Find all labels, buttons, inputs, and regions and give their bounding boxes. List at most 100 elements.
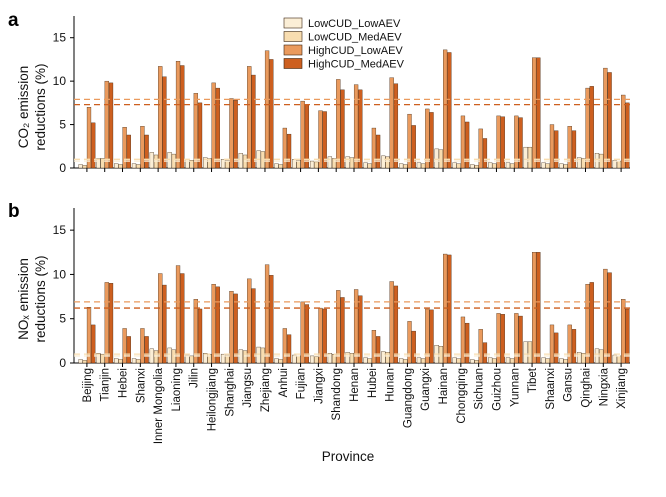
bar-HighCUD_MedAEV [607, 272, 612, 364]
bar-LowCUD_LowAEV [612, 160, 617, 169]
bar-HighCUD_LowAEV [175, 265, 181, 364]
bar-LowCUD_MedAEV [278, 359, 283, 364]
bar-HighCUD_LowAEV [300, 100, 305, 169]
bar-HighCUD_LowAEV [193, 299, 198, 364]
bar-LowCUD_LowAEV [363, 162, 368, 169]
bar-LowCUD_MedAEV [331, 158, 337, 169]
panel-a-ylabel: CO₂ emission reductions (%) [16, 63, 48, 150]
panel-a-legend: LowCUD_LowAEV LowCUD_MedAEVHighCUD_LowAEV… [283, 17, 405, 71]
bar-LowCUD_MedAEV [278, 164, 283, 169]
bar-HighCUD_LowAEV [353, 84, 359, 169]
bar-HighCUD_MedAEV [91, 122, 96, 169]
panel-b-letter: b [8, 201, 20, 222]
category-label: Henan [349, 368, 361, 402]
bar-LowCUD_LowAEV [416, 357, 422, 364]
bar-LowCUD_LowAEV [96, 158, 101, 169]
bar-HighCUD_MedAEV [144, 134, 149, 169]
legend-swatch [283, 31, 303, 42]
bar-HighCUD_LowAEV [175, 60, 181, 169]
category-label: Hebei [118, 368, 130, 398]
legend-label: HighCUD_LowAEV [308, 45, 403, 57]
bar-LowCUD_MedAEV [385, 156, 390, 169]
bar-LowCUD_LowAEV [505, 162, 511, 169]
category-label: Gansu [563, 368, 575, 402]
bar-HighCUD_MedAEV [375, 336, 381, 364]
bar-HighCUD_MedAEV [625, 102, 630, 169]
bar-HighCUD_MedAEV [108, 82, 114, 169]
category-label: Shanxi [135, 368, 147, 403]
bar-HighCUD_MedAEV [465, 322, 470, 364]
bar-LowCUD_LowAEV [292, 354, 297, 364]
bar-LowCUD_LowAEV [309, 160, 315, 169]
bar-HighCUD_MedAEV [197, 102, 203, 169]
bar-HighCUD_LowAEV [371, 330, 377, 364]
category-label: Yunnan [509, 368, 521, 407]
bar-LowCUD_LowAEV [381, 155, 386, 169]
bar-LowCUD_LowAEV [541, 357, 546, 364]
category-label: Hunan [385, 368, 397, 402]
bar-LowCUD_LowAEV [131, 163, 137, 169]
bar-LowCUD_LowAEV [309, 355, 315, 364]
bar-LowCUD_MedAEV [367, 358, 372, 364]
bar-HighCUD_LowAEV [158, 273, 163, 364]
bar-HighCUD_LowAEV [86, 107, 92, 169]
bar-HighCUD_MedAEV [500, 314, 505, 364]
bar-LowCUD_MedAEV [136, 359, 141, 364]
bar-HighCUD_LowAEV [264, 50, 270, 169]
bar-LowCUD_LowAEV [220, 159, 226, 169]
panel-b: b NOₓ emission reductions (%) 0 5 10 15 [8, 201, 630, 370]
category-labels: Beijing Tianjin Hebei Shanxi Inner Mongolia L… [82, 367, 628, 444]
bar-HighCUD_LowAEV [549, 124, 555, 169]
y-tick-label: 0 [59, 161, 66, 175]
bar-HighCUD_MedAEV [358, 295, 363, 364]
category-label: Beijing [82, 368, 94, 403]
legend-label: LowCUD_MedAEV [308, 32, 402, 44]
category-label: Jilin [189, 368, 201, 388]
panel-a: a CO₂ emission reductions (%) 0 5 10 15 Low… [8, 10, 630, 175]
category-label: Tianjin [100, 368, 112, 401]
legend-swatch [283, 58, 303, 69]
bar-LowCUD_MedAEV [296, 160, 301, 169]
bar-HighCUD_LowAEV [104, 80, 109, 169]
bar-LowCUD_LowAEV [203, 157, 208, 169]
bar-HighCUD_MedAEV [554, 130, 559, 169]
bar-HighCUD_MedAEV [482, 342, 488, 364]
bar-HighCUD_LowAEV [211, 82, 216, 169]
bar-LowCUD_MedAEV [456, 358, 461, 364]
panel-b-ylabel: NOₓ emission reductions (%) [16, 255, 48, 342]
bar-HighCUD_MedAEV [571, 329, 577, 364]
bar-HighCUD_LowAEV [229, 291, 234, 364]
bar-HighCUD_MedAEV [269, 275, 274, 364]
bar-HighCUD_LowAEV [425, 108, 430, 169]
bar-LowCUD_LowAEV [488, 162, 493, 169]
bar-HighCUD_LowAEV [282, 328, 287, 364]
bar-LowCUD_MedAEV [492, 163, 497, 169]
bar-HighCUD_MedAEV [251, 74, 256, 169]
bar-LowCUD_MedAEV [296, 355, 301, 364]
bar-LowCUD_MedAEV [349, 353, 355, 364]
category-label: Qinghai [581, 368, 593, 408]
bar-LowCUD_LowAEV [452, 162, 457, 169]
bar-LowCUD_MedAEV [403, 359, 408, 364]
bar-HighCUD_MedAEV [180, 273, 185, 364]
bar-LowCUD_MedAEV [545, 358, 550, 364]
category-label: Hainan [438, 368, 450, 404]
bar-LowCUD_LowAEV [434, 148, 439, 169]
bar-HighCUD_MedAEV [340, 297, 345, 364]
bar-LowCUD_LowAEV [167, 152, 172, 169]
bar-LowCUD_MedAEV [545, 163, 550, 169]
y-tick-label: 15 [53, 31, 67, 45]
bar-LowCUD_LowAEV [327, 156, 333, 169]
bar-HighCUD_LowAEV [318, 307, 323, 364]
bar-LowCUD_LowAEV [381, 351, 386, 364]
panel-a-plot: 0 5 10 15 [53, 16, 630, 175]
bar-HighCUD_MedAEV [554, 332, 559, 364]
bar-HighCUD_MedAEV [108, 283, 114, 364]
bar-LowCUD_MedAEV [510, 358, 515, 364]
bar-HighCUD_LowAEV [621, 94, 626, 169]
bar-LowCUD_LowAEV [398, 163, 404, 169]
bar-LowCUD_LowAEV [452, 357, 457, 364]
bar-HighCUD_MedAEV [518, 117, 523, 169]
bar-LowCUD_MedAEV [314, 161, 319, 169]
bar-HighCUD_MedAEV [447, 254, 452, 364]
